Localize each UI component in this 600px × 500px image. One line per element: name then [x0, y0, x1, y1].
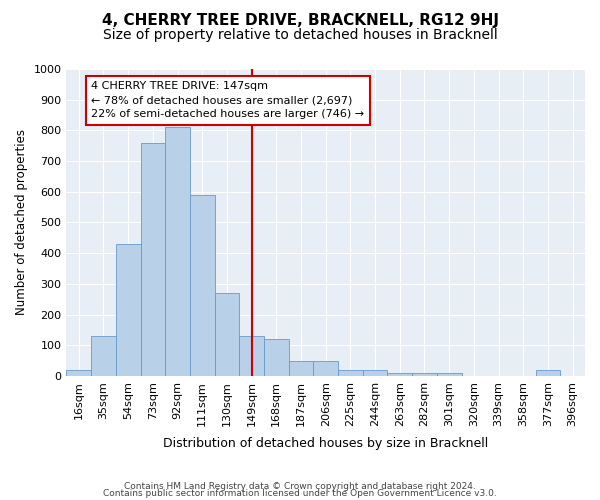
Bar [289, 360, 313, 376]
Text: 4, CHERRY TREE DRIVE, BRACKNELL, RG12 9HJ: 4, CHERRY TREE DRIVE, BRACKNELL, RG12 9H… [101, 12, 499, 28]
Text: 4 CHERRY TREE DRIVE: 147sqm
← 78% of detached houses are smaller (2,697)
22% of : 4 CHERRY TREE DRIVE: 147sqm ← 78% of det… [91, 82, 364, 120]
Text: Contains public sector information licensed under the Open Government Licence v3: Contains public sector information licen… [103, 490, 497, 498]
Bar [264, 339, 289, 376]
Bar [412, 373, 437, 376]
Bar [338, 370, 363, 376]
Y-axis label: Number of detached properties: Number of detached properties [15, 130, 28, 316]
Bar [239, 336, 264, 376]
Bar [190, 195, 215, 376]
Bar [388, 373, 412, 376]
Bar [116, 244, 140, 376]
Bar [215, 293, 239, 376]
Bar [67, 370, 91, 376]
Bar [91, 336, 116, 376]
Bar [313, 360, 338, 376]
Text: Contains HM Land Registry data © Crown copyright and database right 2024.: Contains HM Land Registry data © Crown c… [124, 482, 476, 491]
Bar [140, 142, 165, 376]
Bar [437, 373, 461, 376]
Text: Size of property relative to detached houses in Bracknell: Size of property relative to detached ho… [103, 28, 497, 42]
Bar [363, 370, 388, 376]
X-axis label: Distribution of detached houses by size in Bracknell: Distribution of detached houses by size … [163, 437, 488, 450]
Bar [165, 128, 190, 376]
Bar [536, 370, 560, 376]
